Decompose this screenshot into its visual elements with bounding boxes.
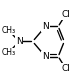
Text: Cl: Cl xyxy=(61,10,70,19)
Text: N: N xyxy=(42,22,49,31)
Text: Cl: Cl xyxy=(61,64,70,73)
Text: N: N xyxy=(42,52,49,61)
Text: CH₃: CH₃ xyxy=(2,26,16,35)
Text: CH₃: CH₃ xyxy=(2,48,16,57)
Text: N: N xyxy=(16,37,22,46)
